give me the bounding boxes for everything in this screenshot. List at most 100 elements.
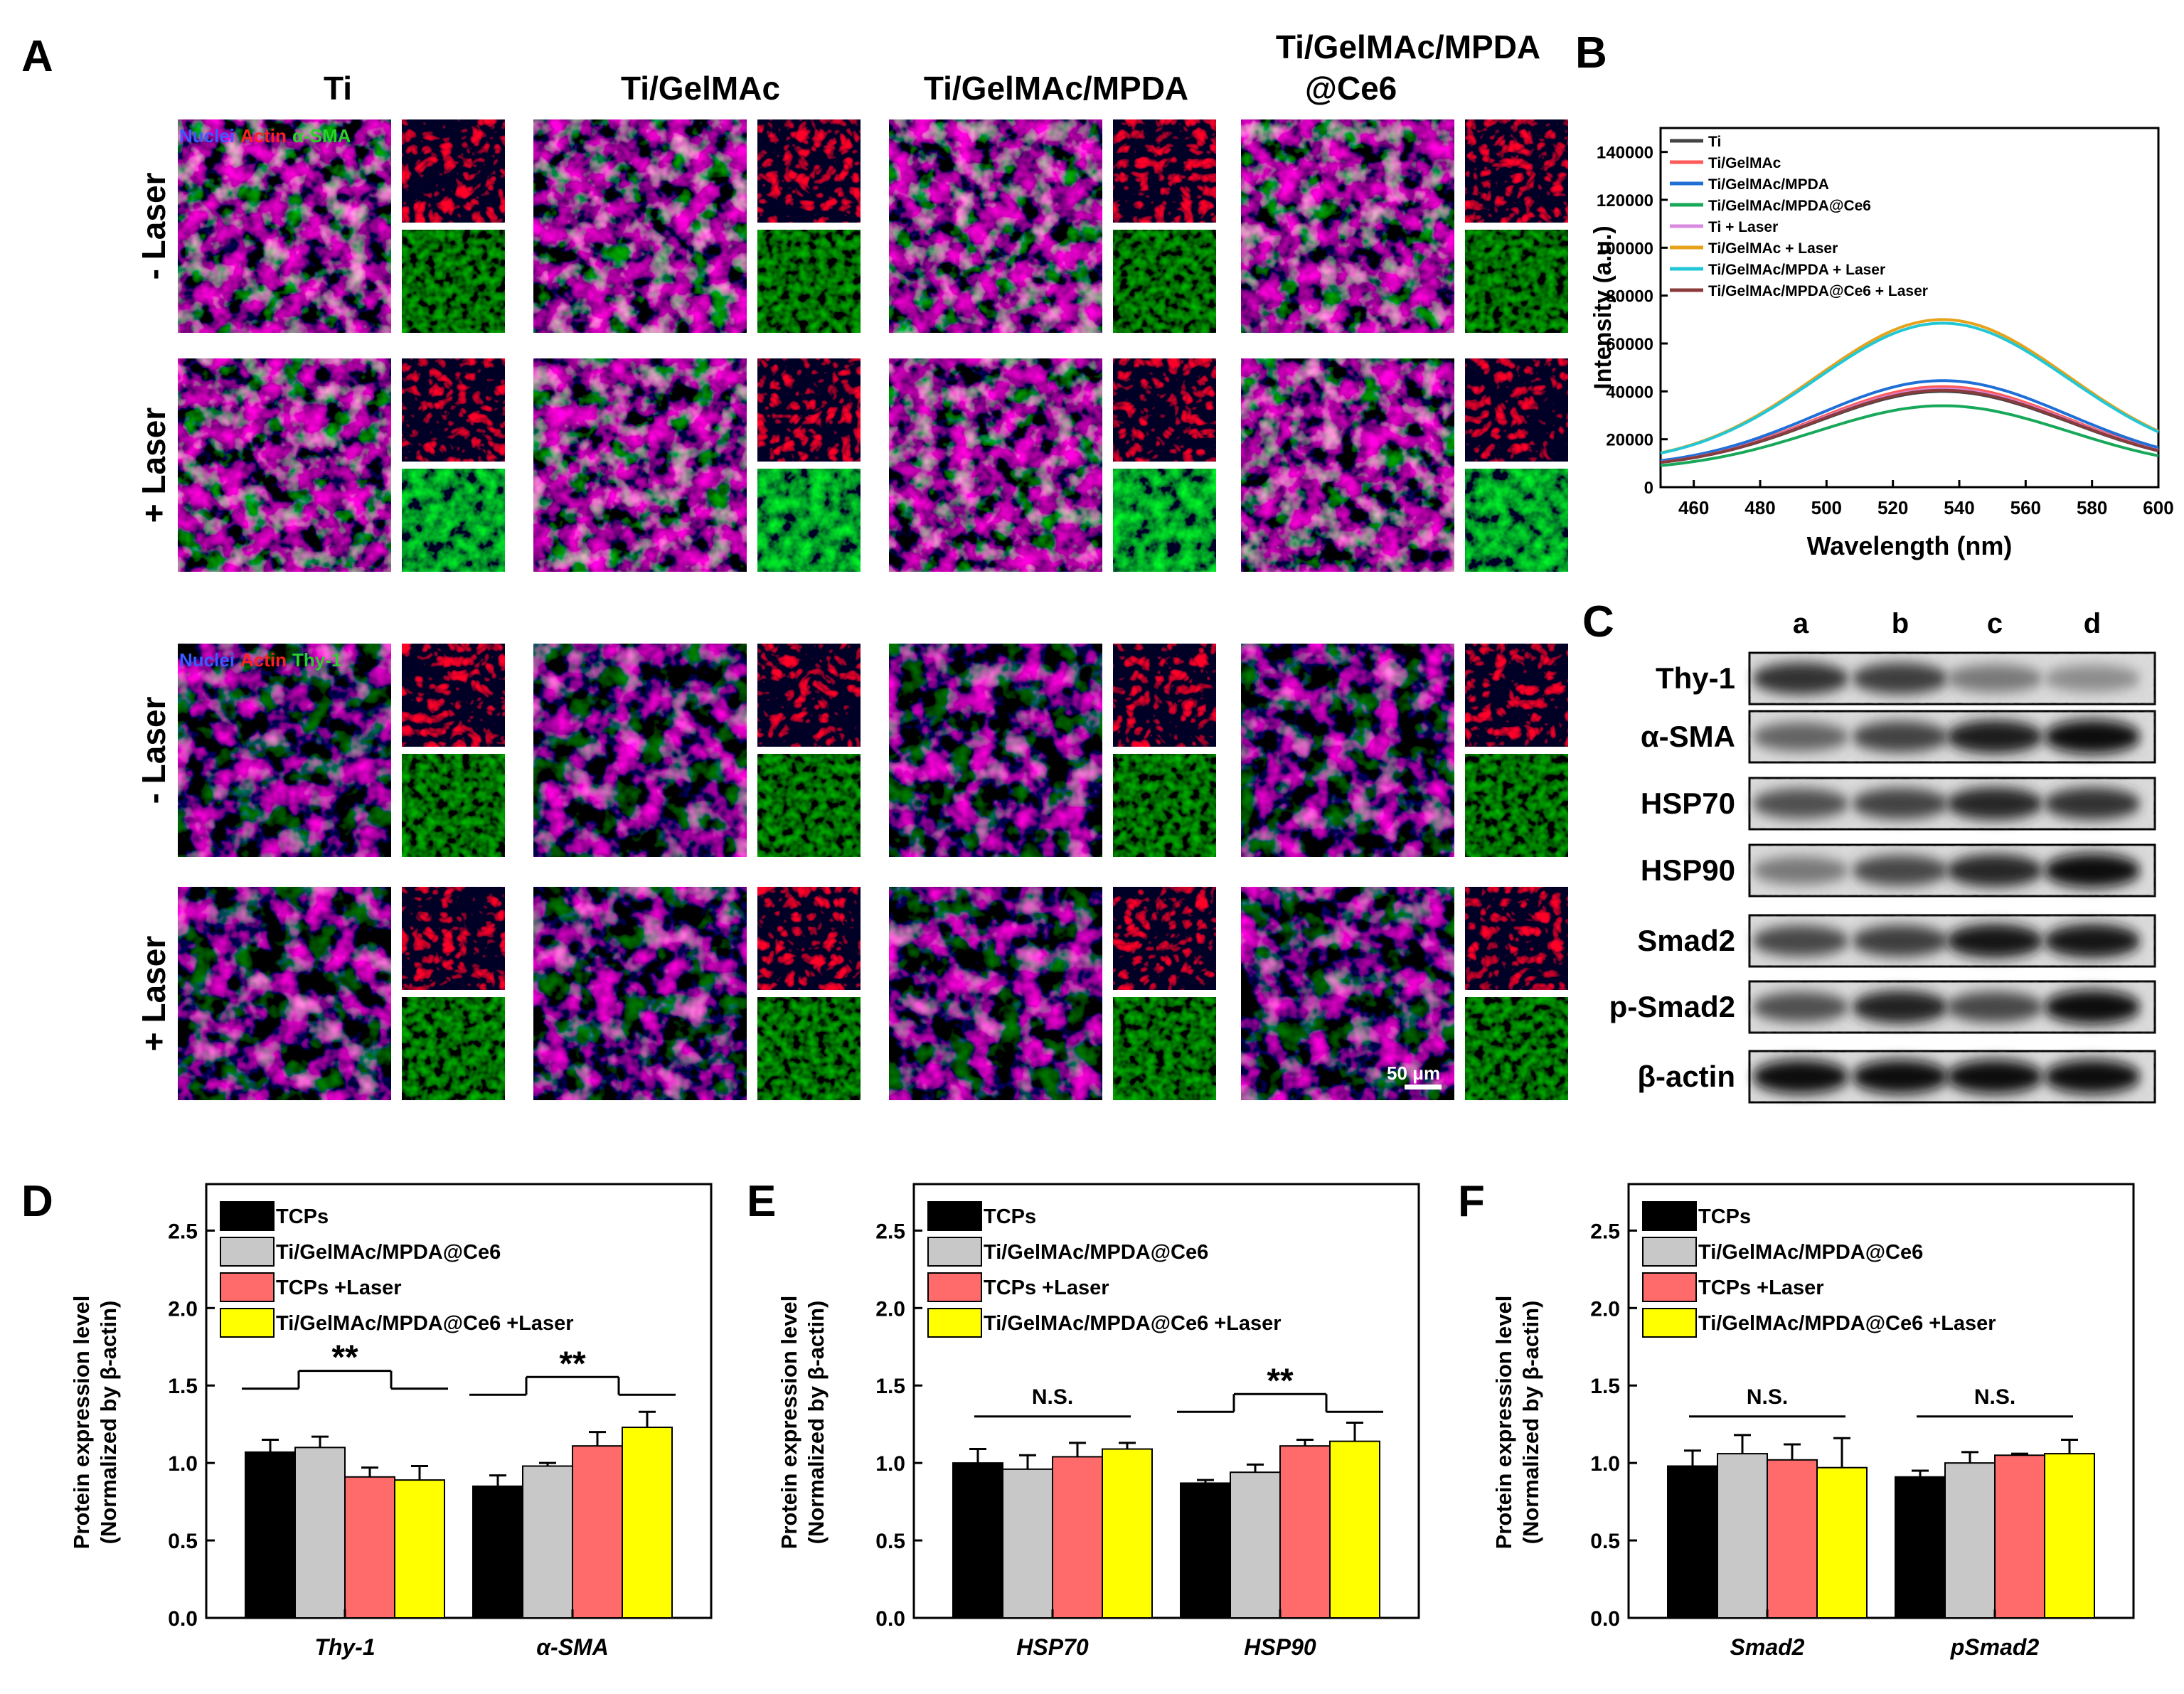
actin-channel bbox=[757, 119, 861, 223]
y-tick-label: 2.0 bbox=[168, 1297, 198, 1321]
category-label: HSP70 bbox=[1016, 1634, 1089, 1660]
panel-b: B 460 480 500 520 540 560 580 600 0 20000 40000 600… bbox=[1575, 28, 2174, 560]
y-tick-label: 0 bbox=[1644, 479, 1653, 498]
green-channel bbox=[1113, 230, 1216, 333]
panel-c: C a b c d Thy-1 α-SMA HSP70 HSP90 Smad2 p-Smad2 β-… bbox=[1582, 597, 2156, 1104]
y-tick-label: 0.0 bbox=[168, 1607, 198, 1631]
significance-label: N.S. bbox=[1032, 1385, 1073, 1409]
bar bbox=[622, 1427, 673, 1619]
plot-frame bbox=[912, 1183, 1420, 1619]
panel-a-letter: A bbox=[21, 32, 53, 81]
micrograph-cell bbox=[889, 887, 1216, 1100]
protein-band bbox=[2044, 853, 2141, 888]
protein-band bbox=[1852, 788, 1949, 819]
legend-swatch bbox=[1642, 1308, 1697, 1338]
category-label: Smad2 bbox=[1730, 1634, 1805, 1660]
y-tick-label: 120000 bbox=[1597, 191, 1653, 211]
lane-label: a bbox=[1793, 608, 1809, 639]
merged-micrograph bbox=[889, 887, 1102, 1100]
spectrum-line bbox=[1660, 321, 2159, 455]
column-header-ti: Ti bbox=[324, 70, 352, 107]
stain-label-top: Nuclei Actin α-SMA bbox=[179, 125, 351, 147]
scale-bar-line bbox=[1405, 1085, 1442, 1090]
legend-entry: Ti/GelMAc + Laser bbox=[1708, 240, 1838, 257]
micrograph-cell bbox=[1241, 119, 1568, 333]
legend-entry: TCPs +Laser bbox=[984, 1277, 1109, 1299]
protein-band bbox=[2044, 924, 2141, 958]
bar bbox=[1102, 1448, 1153, 1619]
legend-entry: Ti/GelMAc/MPDA@Ce6 bbox=[1708, 198, 1871, 214]
y-tick-label: 100000 bbox=[1597, 239, 1653, 258]
category-label: pSmad2 bbox=[1950, 1634, 2040, 1660]
merged-micrograph bbox=[178, 119, 391, 333]
stain-thy-1: Thy-1 bbox=[292, 649, 341, 671]
bar bbox=[1767, 1459, 1818, 1619]
y-tick-label: 2.0 bbox=[1590, 1297, 1620, 1321]
legend-swatch bbox=[220, 1237, 275, 1267]
bar bbox=[1667, 1465, 1718, 1619]
plot-frame bbox=[1627, 1183, 2135, 1619]
protein-label: β-actin bbox=[1637, 1060, 1735, 1093]
y-tick-label: 1.0 bbox=[168, 1452, 198, 1476]
spectrum-line bbox=[1660, 388, 2159, 464]
x-tick-label: 560 bbox=[2010, 497, 2041, 518]
bar bbox=[1230, 1471, 1281, 1619]
micrograph-cell bbox=[178, 887, 505, 1100]
blot-strip bbox=[1748, 914, 2156, 968]
y-tick-label: 1.0 bbox=[875, 1452, 905, 1476]
legend-entry: Ti/GelMAc/MPDA@Ce6 bbox=[276, 1241, 501, 1264]
legend-swatch bbox=[220, 1201, 275, 1231]
merged-micrograph bbox=[889, 644, 1102, 857]
row-labels: - Laser + Laser - Laser + Laser bbox=[135, 172, 172, 1051]
micrograph-cell bbox=[889, 358, 1216, 572]
actin-channel bbox=[1113, 644, 1216, 747]
bar bbox=[1180, 1482, 1231, 1619]
actin-channel bbox=[1465, 119, 1568, 223]
merged-micrograph bbox=[1241, 119, 1454, 333]
panel-a: A Ti Ti/GelMAc Ti/GelMAc/MPDA Ti/GelMAc/… bbox=[21, 28, 1568, 1100]
legend-entry: Ti bbox=[1708, 134, 1721, 150]
stain-label-bottom: Nuclei Actin Thy-1 bbox=[179, 649, 341, 671]
protein-band bbox=[2044, 665, 2141, 692]
protein-label: Thy-1 bbox=[1656, 661, 1735, 695]
column-headers: Ti Ti/GelMAc Ti/GelMAc/MPDA Ti/GelMAc/MP… bbox=[324, 28, 1540, 107]
significance-label: ** bbox=[331, 1339, 358, 1377]
legend-entry: Ti + Laser bbox=[1708, 219, 1778, 235]
bar-chart-f: F 0.0 0.5 1.0 1.5 2.0 2.5 Protein expression le… bbox=[1458, 1177, 2135, 1660]
merged-micrograph bbox=[889, 119, 1102, 333]
bar bbox=[1994, 1454, 2045, 1619]
green-channel bbox=[402, 230, 505, 333]
micrograph-cell bbox=[1241, 358, 1568, 572]
legend-swatch bbox=[220, 1308, 275, 1338]
panel-b-letter: B bbox=[1575, 28, 1607, 78]
y-tick-label: 1.0 bbox=[1590, 1452, 1620, 1476]
panel-letter: E bbox=[747, 1177, 776, 1226]
bar bbox=[522, 1465, 573, 1619]
protein-band bbox=[1752, 991, 1849, 1023]
category-label: α-SMA bbox=[536, 1634, 609, 1660]
green-channel bbox=[402, 469, 505, 572]
merged-micrograph bbox=[178, 644, 391, 857]
actin-channel bbox=[1465, 644, 1568, 747]
protein-band bbox=[1946, 854, 2043, 887]
bar bbox=[1329, 1440, 1380, 1619]
legend: Ti Ti/GelMAc Ti/GelMAc/MPDA Ti/GelMAc/MPDA@… bbox=[1670, 134, 1928, 299]
y-tick-label: 0.0 bbox=[1590, 1607, 1620, 1631]
protein-band bbox=[1946, 720, 2043, 754]
merged-micrograph bbox=[1241, 358, 1454, 572]
bar bbox=[952, 1462, 1003, 1619]
significance-label: N.S. bbox=[1974, 1385, 2015, 1409]
fluorescence-line-chart: 460 480 500 520 540 560 580 600 0 20000 40000 60000… bbox=[1589, 127, 2174, 560]
protein-label: HSP90 bbox=[1641, 853, 1735, 887]
merged-micrograph bbox=[533, 644, 747, 857]
y-axis-label-2: (Normalized by β-actin) bbox=[804, 1301, 829, 1545]
merged-micrograph bbox=[889, 358, 1102, 572]
legend-swatch bbox=[1642, 1237, 1697, 1267]
x-tick-label: 480 bbox=[1744, 497, 1775, 518]
protein-band bbox=[1752, 722, 1849, 752]
significance-label: N.S. bbox=[1747, 1385, 1788, 1409]
green-channel bbox=[1465, 469, 1568, 572]
scale-bar: 50 μm bbox=[1387, 1062, 1442, 1090]
y-tick-label: 1.5 bbox=[168, 1375, 198, 1398]
stain-actin: Actin bbox=[240, 125, 287, 147]
